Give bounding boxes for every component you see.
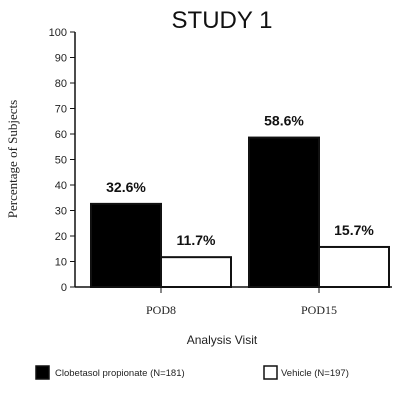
y-tick-label: 70 [55,104,67,116]
y-tick-label: 30 [55,206,67,218]
legend-swatch-series-2 [263,365,278,380]
y-tick-label: 10 [55,257,67,269]
y-tick-label: 40 [55,180,67,192]
x-tick-label: POD15 [301,303,337,317]
y-tick-label: 100 [49,27,67,39]
y-tick-label: 20 [55,231,67,243]
data-label: 15.7% [334,222,374,238]
x-tick-label: POD8 [146,303,176,317]
data-label: 58.6% [264,113,304,129]
plot-area: 0 10 20 30 40 50 60 70 80 90 100 32.6% 11.7% POD8 58.6… [49,27,392,317]
chart-title: STUDY 1 [172,7,273,34]
bar-pod8-series-1 [90,202,162,288]
bar-pod8-series-2 [160,256,232,289]
bar-pod15-series-2 [318,245,390,288]
y-tick-label: 80 [55,78,67,90]
x-axis-label: Analysis Visit [187,333,258,347]
y-axis-label: Percentage of Subjects [5,100,20,218]
data-label: 11.7% [177,232,216,248]
y-tick-label: 50 [55,155,67,167]
bar-pod15-series-1 [248,136,320,288]
legend-swatch-series-1 [35,365,50,380]
data-label: 32.6% [106,179,146,195]
y-tick-label: 60 [55,129,67,141]
y-tick-label: 90 [55,53,67,65]
legend: Clobetasol propionate (N=181) Vehicle (N=… [35,365,349,380]
legend-label-series-1: Clobetasol propionate (N=181) [55,368,185,379]
legend-label-series-2: Vehicle (N=197) [281,368,349,379]
y-tick-label: 0 [61,282,67,294]
